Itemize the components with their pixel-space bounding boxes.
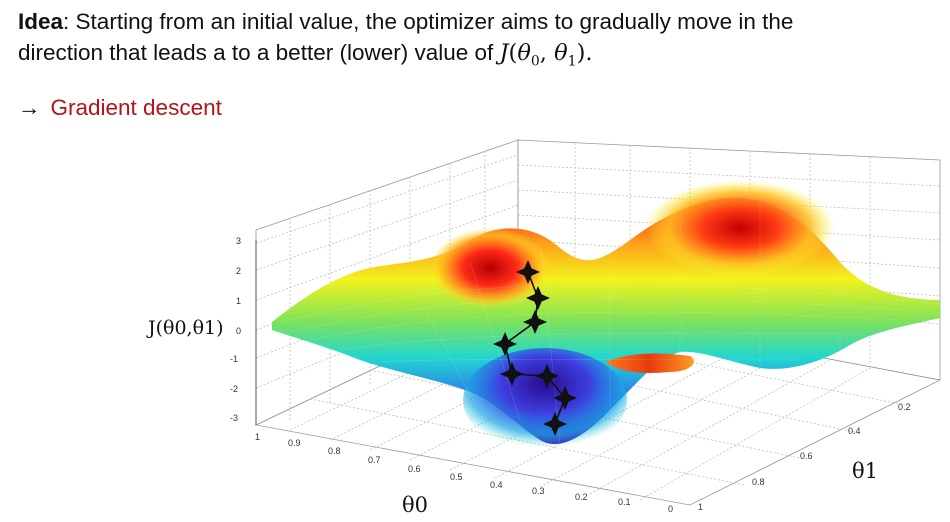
theta1-axis-label: θ1 [852,459,878,483]
theta1-tick: 0.4 [848,426,861,436]
valley [463,348,627,452]
theta0-tick: 0.5 [450,472,463,482]
theta0-tick: 0.6 [408,464,421,474]
theta0-tick: 0.3 [532,486,545,496]
theta0-tick: 0.4 [490,480,503,490]
z-tick: -3 [230,413,238,423]
z-tick: 3 [236,236,241,246]
z-axis: 3 2 1 0 -1 -2 -3 J(θ0,θ1) [146,236,256,425]
theta0-tick: 0.1 [618,497,631,507]
theta0-tick: 0.2 [575,492,588,502]
cost-surface [272,180,940,452]
theta0-axis: 1 0.9 0.8 0.7 0.6 0.5 0.4 0.3 0.2 0.1 0 … [255,432,673,517]
theta0-tick: 0.7 [368,455,381,465]
theta0-tick: 0.8 [328,446,341,456]
theta1-tick: 0.8 [752,477,765,487]
theta1-axis: 1 0.8 0.6 0.4 0.2 θ1 [698,402,911,512]
z-tick: -1 [230,354,238,364]
theta0-axis-label: θ0 [402,493,428,517]
theta0-tick: 0 [668,504,673,514]
z-tick: 1 [236,296,241,306]
z-axis-label: J(θ0,θ1) [146,317,224,339]
right-peak [645,180,835,276]
theta1-tick: 0.6 [800,451,813,461]
z-tick: 2 [236,266,241,276]
theta1-tick: 0.2 [898,402,911,412]
theta0-tick: 0.9 [288,438,301,448]
z-tick: 0 [236,326,241,336]
z-tick: -2 [230,384,238,394]
theta1-tick: 1 [698,502,703,512]
theta0-tick: 1 [255,432,260,442]
